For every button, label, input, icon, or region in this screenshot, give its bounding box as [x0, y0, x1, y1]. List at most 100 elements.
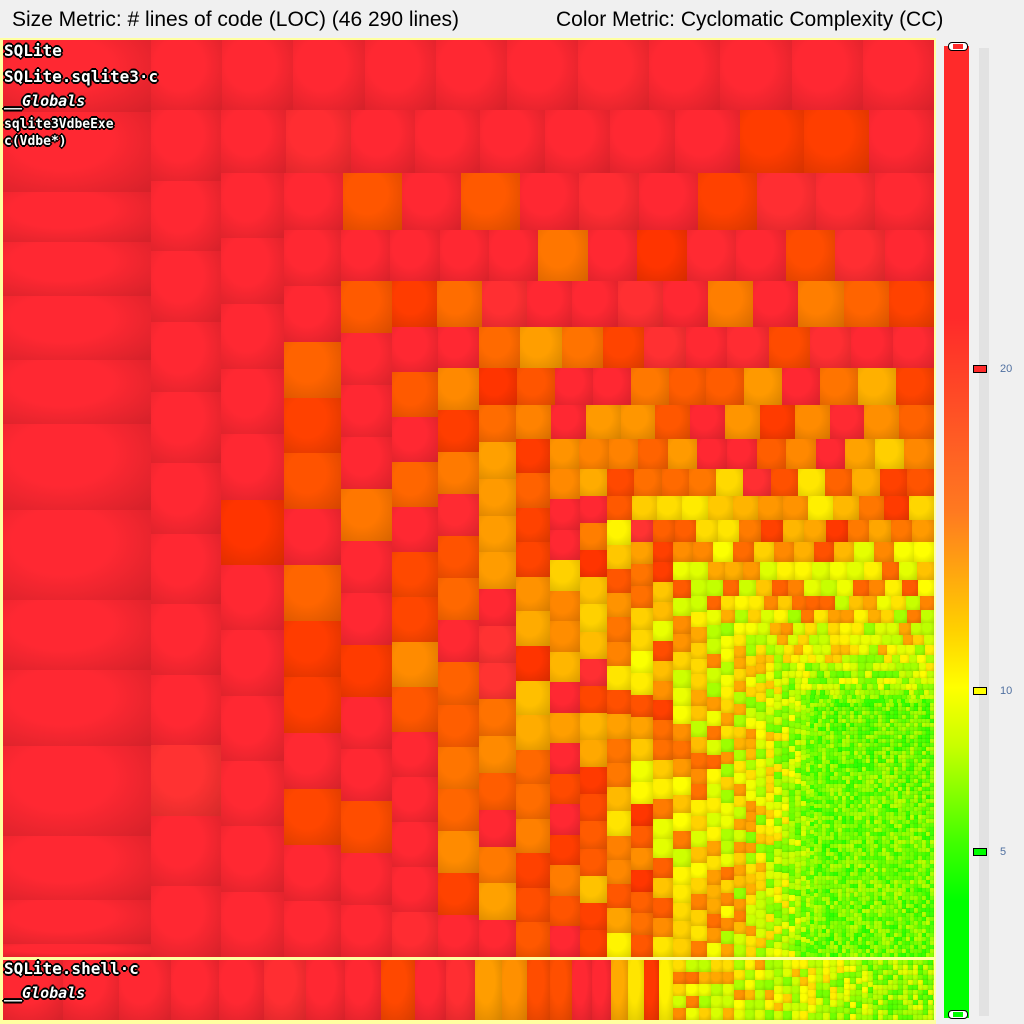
- treemap-cell[interactable]: [878, 913, 882, 918]
- treemap-cell[interactable]: [923, 1015, 928, 1020]
- treemap-cell[interactable]: [810, 732, 815, 737]
- treemap-cell[interactable]: [926, 715, 930, 719]
- treemap-cell[interactable]: [850, 804, 854, 809]
- treemap-cell[interactable]: [874, 779, 878, 784]
- treemap-cell[interactable]: [746, 843, 757, 854]
- treemap-cell[interactable]: [818, 905, 822, 910]
- treemap-cell[interactable]: [774, 942, 782, 950]
- treemap-cell[interactable]: [826, 711, 830, 715]
- treemap-cell[interactable]: [890, 707, 894, 711]
- treemap-cell[interactable]: [801, 912, 807, 918]
- treemap-cell[interactable]: [810, 757, 815, 762]
- treemap-cell[interactable]: [766, 707, 775, 716]
- treemap-cell[interactable]: [862, 1015, 868, 1020]
- treemap-cell[interactable]: [854, 876, 858, 881]
- treemap-cell[interactable]: [894, 759, 898, 763]
- treemap-cell[interactable]: [854, 747, 858, 752]
- treemap-cell[interactable]: [826, 719, 830, 724]
- treemap-cell[interactable]: [814, 764, 818, 769]
- treemap-cell[interactable]: [837, 1013, 844, 1020]
- treemap-cell[interactable]: [864, 623, 876, 635]
- treemap-cell[interactable]: [930, 727, 934, 731]
- treemap-cell[interactable]: [806, 799, 811, 804]
- treemap-cell[interactable]: [806, 853, 811, 858]
- treemap-cell[interactable]: [926, 900, 930, 905]
- treemap-cell[interactable]: [894, 783, 898, 787]
- treemap-cell[interactable]: [479, 626, 517, 663]
- treemap-cell[interactable]: [862, 937, 866, 942]
- treemap-cell[interactable]: [910, 917, 914, 922]
- treemap-cell[interactable]: [930, 767, 934, 771]
- treemap-cell[interactable]: [806, 876, 811, 881]
- treemap-cell[interactable]: [365, 40, 437, 110]
- treemap-cell[interactable]: [520, 327, 562, 369]
- treemap-cell[interactable]: [878, 759, 882, 763]
- treemap-cell[interactable]: [846, 816, 850, 821]
- treemap-cell[interactable]: [814, 905, 818, 910]
- treemap-cell[interactable]: [930, 827, 934, 832]
- treemap-cell[interactable]: [653, 621, 673, 641]
- treemap-cell[interactable]: [415, 110, 480, 173]
- treemap-cell[interactable]: [840, 690, 845, 696]
- treemap-cell[interactable]: [854, 840, 858, 845]
- treemap-cell[interactable]: [842, 953, 846, 957]
- treemap-cell[interactable]: [890, 779, 894, 783]
- treemap-cell[interactable]: [774, 764, 782, 772]
- treemap-cell[interactable]: [830, 772, 834, 777]
- treemap-cell[interactable]: [854, 772, 858, 777]
- treemap-cell[interactable]: [723, 996, 734, 1008]
- treemap-cell[interactable]: [830, 727, 834, 732]
- treemap-cell[interactable]: [834, 820, 838, 825]
- treemap-cell[interactable]: [878, 832, 882, 837]
- treemap-cell[interactable]: [721, 610, 735, 623]
- treemap-cell[interactable]: [721, 700, 734, 713]
- treemap-cell[interactable]: [842, 655, 851, 664]
- treemap-cell[interactable]: [830, 921, 834, 926]
- treemap-cell[interactable]: [698, 173, 758, 230]
- treemap-cell[interactable]: [827, 678, 834, 685]
- treemap-cell[interactable]: [818, 860, 822, 865]
- treemap-cell[interactable]: [882, 808, 886, 813]
- treemap-cell[interactable]: [691, 831, 708, 847]
- treemap-cell[interactable]: [878, 876, 882, 881]
- treemap-cell[interactable]: [822, 736, 826, 741]
- treemap-cell[interactable]: [806, 826, 811, 831]
- treemap-cell[interactable]: [673, 795, 691, 813]
- treemap-cell[interactable]: [734, 681, 746, 693]
- treemap-cell[interactable]: [784, 645, 794, 655]
- treemap-cell[interactable]: [874, 917, 878, 922]
- treemap-cell[interactable]: [842, 868, 846, 873]
- treemap-cell[interactable]: [858, 816, 862, 821]
- treemap-cell[interactable]: [878, 856, 882, 861]
- treemap-cell[interactable]: [550, 560, 581, 591]
- treemap-cell[interactable]: [834, 860, 838, 865]
- treemap-cell[interactable]: [858, 909, 862, 914]
- treemap-cell[interactable]: [713, 542, 734, 562]
- treemap-cell[interactable]: [850, 755, 854, 760]
- treemap-cell[interactable]: [795, 784, 801, 790]
- treemap-cell[interactable]: [834, 788, 838, 793]
- treemap-cell[interactable]: [858, 921, 862, 926]
- treemap-cell[interactable]: [890, 723, 894, 727]
- treemap-cell[interactable]: [808, 968, 816, 976]
- treemap-cell[interactable]: [766, 914, 775, 923]
- treemap-cell[interactable]: [151, 251, 221, 322]
- treemap-cell[interactable]: [913, 635, 924, 646]
- treemap-cell[interactable]: [902, 763, 906, 767]
- treemap-cell[interactable]: [580, 930, 608, 957]
- treemap-cell[interactable]: [875, 690, 880, 696]
- treemap-cell[interactable]: [691, 721, 708, 737]
- treemap-cell[interactable]: [858, 913, 862, 918]
- treemap-cell[interactable]: [910, 892, 914, 897]
- treemap-cell[interactable]: [855, 690, 860, 696]
- treemap-cell[interactable]: [723, 960, 734, 972]
- treemap-cell[interactable]: [810, 752, 815, 757]
- treemap-cell[interactable]: [806, 817, 811, 822]
- treemap-cell[interactable]: [870, 880, 874, 885]
- treemap-cell[interactable]: [878, 905, 882, 910]
- treemap-cell[interactable]: [846, 844, 850, 849]
- treemap-cell[interactable]: [795, 690, 801, 696]
- treemap-cell[interactable]: [894, 836, 898, 841]
- treemap-cell[interactable]: [838, 808, 842, 813]
- treemap-cell[interactable]: [838, 945, 842, 950]
